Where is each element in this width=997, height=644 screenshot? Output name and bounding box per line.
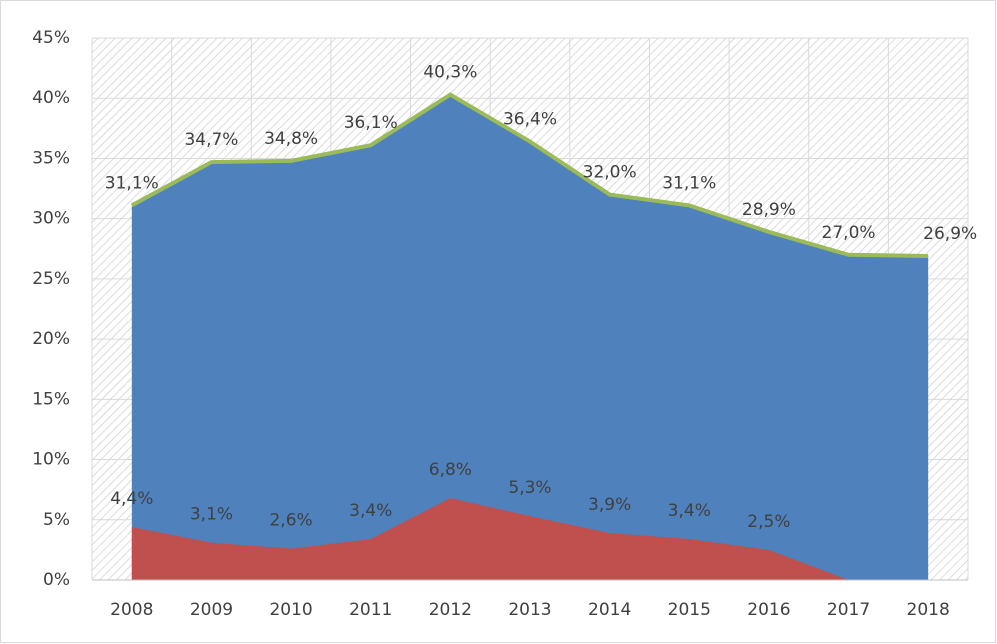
data-label: 3,4% — [349, 501, 392, 521]
data-label: 32,0% — [583, 163, 637, 183]
x-tick-label: 2016 — [747, 600, 790, 620]
y-tick-label: 5% — [43, 510, 70, 530]
data-label: 31,1% — [662, 173, 716, 193]
y-tick-label: 15% — [32, 389, 70, 409]
area — [131, 498, 929, 580]
data-label: 5,3% — [508, 478, 551, 498]
data-label: 2,6% — [269, 511, 312, 531]
data-label: 3,1% — [190, 505, 233, 525]
data-label: 36,1% — [344, 113, 398, 133]
x-tick-label: 2012 — [429, 600, 472, 620]
y-tick-label: 30% — [32, 209, 70, 229]
data-label: 34,8% — [264, 129, 318, 149]
x-tick-label: 2018 — [907, 600, 950, 620]
data-label: 27,0% — [822, 223, 876, 243]
x-tick-label: 2014 — [588, 600, 631, 620]
y-tick-label: 45% — [32, 28, 70, 48]
data-label: 26,9% — [923, 224, 977, 244]
data-label: 31,1% — [105, 173, 159, 193]
y-tick-label: 35% — [32, 148, 70, 168]
data-label: 36,4% — [503, 110, 557, 130]
data-label: 6,8% — [429, 460, 472, 480]
x-tick-label: 2009 — [190, 600, 233, 620]
data-label: 2,5% — [747, 512, 790, 532]
data-label: 4,4% — [110, 489, 153, 509]
data-label: 34,7% — [184, 130, 238, 150]
x-tick-label: 2015 — [668, 600, 711, 620]
x-tick-label: 2013 — [508, 600, 551, 620]
x-tick-label: 2011 — [349, 600, 392, 620]
y-tick-label: 25% — [32, 269, 70, 289]
data-label: 3,4% — [668, 501, 711, 521]
area-outline — [130, 92, 929, 259]
x-tick-label: 2008 — [110, 600, 153, 620]
x-tick-label: 2017 — [827, 600, 870, 620]
y-tick-label: 0% — [43, 570, 70, 590]
x-tick-label: 2010 — [269, 600, 312, 620]
y-tick-label: 40% — [32, 88, 70, 108]
data-label: 28,9% — [742, 200, 796, 220]
data-label: 3,9% — [588, 495, 631, 515]
data-label: 40,3% — [423, 63, 477, 83]
y-tick-label: 10% — [32, 450, 70, 470]
area — [131, 94, 929, 580]
y-tick-label: 20% — [32, 329, 70, 349]
